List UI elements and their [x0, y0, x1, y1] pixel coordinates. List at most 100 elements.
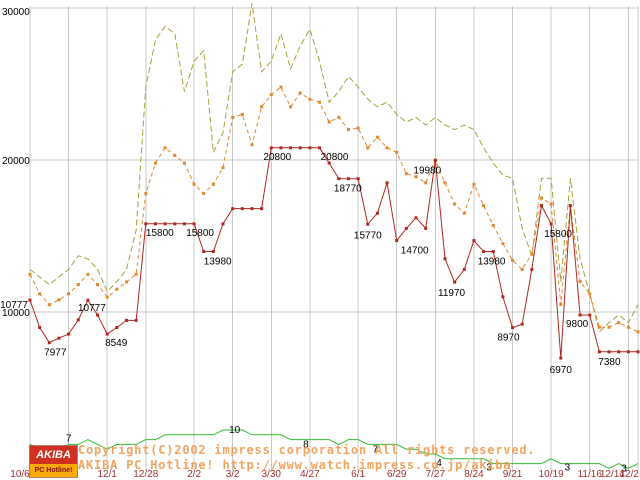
average-price-marker — [240, 112, 244, 116]
lowest-price-marker — [260, 207, 264, 211]
point-label-6970: 6970 — [550, 365, 573, 376]
average-price-marker — [318, 100, 322, 104]
lowest-price-marker — [462, 267, 466, 271]
average-price-marker — [443, 181, 447, 185]
x-axis-label-9/21: 9/21 — [503, 469, 523, 480]
lowest-price-marker — [501, 295, 505, 299]
series-average-price — [28, 85, 640, 334]
logo-akiba-text: AKIBA — [30, 446, 77, 464]
lowest-price-marker — [375, 211, 379, 215]
lowest-price-marker — [414, 216, 418, 220]
point-label-20800: 20800 — [321, 152, 349, 163]
average-price-marker — [385, 146, 389, 150]
lowest-price-marker — [240, 207, 244, 211]
series-shop-count — [29, 429, 639, 469]
lowest-price-marker — [144, 222, 148, 226]
average-price-marker — [279, 85, 283, 89]
lowest-price-marker — [96, 313, 100, 317]
lowest-price-marker — [559, 356, 563, 360]
average-price-marker — [163, 146, 167, 150]
average-price-marker — [153, 161, 157, 165]
y-axis-label-20000: 20000 — [2, 156, 30, 167]
lowest-price-marker — [289, 146, 293, 150]
lowest-price-marker — [47, 341, 51, 345]
average-price-marker — [636, 330, 640, 334]
average-price-marker — [105, 295, 109, 299]
average-price-marker — [47, 303, 51, 307]
point-label-11970: 11970 — [438, 288, 466, 299]
x-axis-label-12/14: 12/14 — [600, 469, 625, 480]
average-price-marker — [462, 211, 466, 215]
average-price-marker — [173, 153, 177, 157]
average-price-marker — [144, 191, 148, 195]
lowest-price-marker — [57, 336, 61, 340]
average-price-marker — [28, 272, 32, 276]
average-price-marker — [414, 175, 418, 179]
point-label-8: 8 — [303, 440, 309, 451]
point-label-9800: 9800 — [566, 319, 589, 330]
average-price-marker — [607, 325, 611, 329]
average-price-marker — [67, 292, 71, 296]
average-price-marker — [404, 172, 408, 176]
lowest-price-marker — [385, 181, 389, 185]
point-label-3: 3 — [565, 463, 571, 474]
lowest-price-marker — [395, 239, 399, 243]
average-price-marker — [588, 292, 592, 296]
x-axis-label-12/28: 12/28 — [133, 469, 158, 480]
average-price-marker — [530, 252, 534, 256]
lowest-price-marker — [626, 350, 630, 354]
lowest-price-marker — [337, 177, 341, 181]
point-label-3: 3 — [621, 464, 627, 475]
lowest-price-marker — [327, 161, 331, 165]
point-label-14700: 14700 — [401, 246, 429, 257]
y-axis-label-30000: 30000 — [2, 7, 30, 18]
lowest-price-marker — [346, 177, 350, 181]
point-label-15800: 15800 — [186, 228, 214, 239]
average-price-marker — [366, 146, 370, 150]
point-label-13980: 13980 — [204, 257, 232, 268]
point-label-15800: 15800 — [544, 229, 572, 240]
average-price-marker — [375, 135, 379, 139]
point-label-8549: 8549 — [105, 338, 128, 349]
average-price-marker — [202, 191, 206, 195]
average-price-marker — [231, 115, 235, 119]
x-axis-label-11/16: 11/16 — [578, 469, 603, 480]
average-price-marker — [250, 143, 254, 147]
lowest-price-marker — [491, 250, 495, 254]
point-label-13980: 13980 — [478, 257, 506, 268]
point-label-10: 10 — [229, 425, 241, 436]
lowest-price-marker — [511, 326, 515, 330]
lowest-price-marker — [568, 204, 572, 208]
point-label-7380: 7380 — [598, 357, 621, 368]
x-axis-label-4/27: 4/27 — [300, 469, 320, 480]
average-price-marker — [327, 120, 331, 124]
lowest-price-line — [29, 147, 638, 359]
lowest-price-marker — [279, 146, 283, 150]
point-label-3: 3 — [486, 463, 492, 474]
lowest-price-marker — [173, 222, 177, 226]
average-price-line — [29, 86, 639, 333]
x-axis-label-6/29: 6/29 — [387, 469, 407, 480]
lowest-price-marker — [182, 222, 186, 226]
lowest-price-marker — [86, 298, 90, 302]
shop-count-line — [29, 429, 639, 469]
lowest-price-marker — [76, 318, 80, 322]
lowest-price-marker — [588, 313, 592, 317]
average-price-marker — [96, 283, 100, 287]
lowest-price-marker — [404, 226, 408, 230]
average-price-marker — [115, 287, 119, 291]
average-price-marker — [559, 302, 563, 306]
point-label-7: 7 — [66, 433, 72, 444]
x-axis-label-2/2: 2/2 — [187, 469, 201, 480]
lowest-price-marker — [28, 298, 32, 302]
lowest-price-marker — [115, 326, 119, 330]
average-price-marker — [182, 161, 186, 165]
lowest-price-marker — [356, 177, 360, 181]
lowest-price-marker — [134, 318, 138, 322]
lowest-price-marker — [597, 350, 601, 354]
x-axis-label-10/6: 10/6 — [10, 469, 30, 480]
x-axis-label-10/19: 10/19 — [539, 469, 564, 480]
x-axis-label-7/27: 7/27 — [426, 469, 446, 480]
